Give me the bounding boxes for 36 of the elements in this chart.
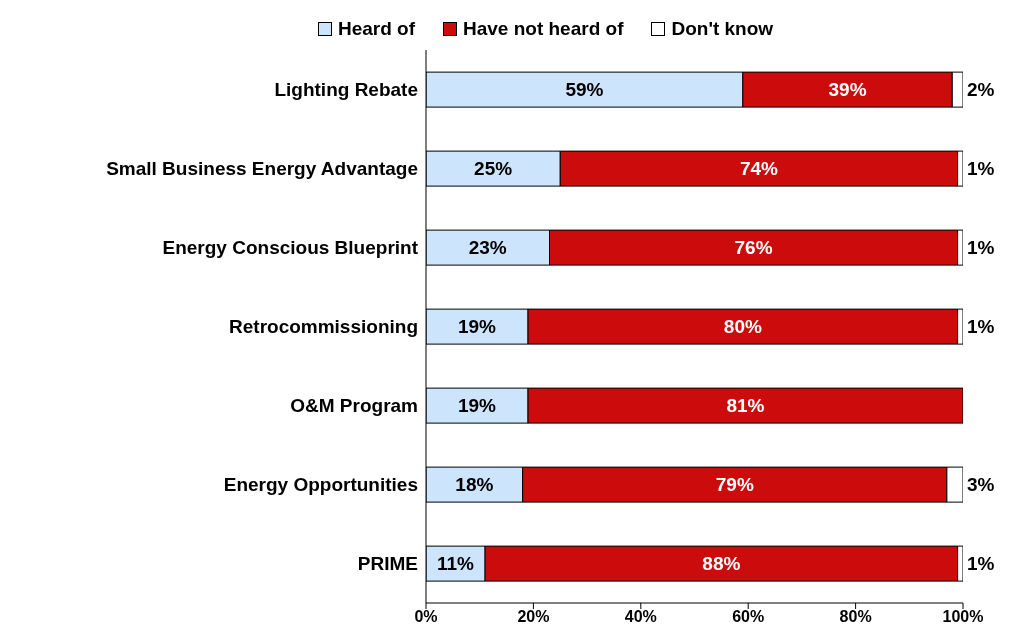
- x-tick-label: 40%: [624, 608, 657, 626]
- data-label: 80%: [723, 316, 762, 338]
- data-label: 88%: [702, 553, 741, 575]
- data-label: 25%: [474, 158, 513, 180]
- data-label: 23%: [468, 237, 507, 259]
- y-tick-label: O&M Program: [290, 395, 418, 417]
- data-label: 11%: [437, 553, 475, 575]
- x-tick-label: 80%: [839, 608, 872, 626]
- x-tick-label: 0%: [414, 608, 438, 626]
- legend-label: Have not heard of: [462, 18, 624, 40]
- data-label: 76%: [734, 237, 773, 259]
- x-tick-label: 60%: [732, 608, 765, 626]
- data-label: 2%: [967, 79, 995, 101]
- data-label: 1%: [967, 237, 995, 259]
- y-tick-label: Energy Opportunities: [223, 474, 418, 496]
- y-tick-label: Small Business Energy Advantage: [106, 158, 418, 180]
- data-label: 1%: [967, 553, 995, 575]
- y-tick-label: Lighting Rebate: [274, 79, 418, 101]
- x-tick-label: 100%: [942, 608, 984, 626]
- data-label: 1%: [967, 316, 995, 338]
- data-label: 3%: [967, 474, 995, 496]
- data-label: 59%: [565, 79, 604, 101]
- data-label: 1%: [967, 158, 995, 180]
- data-label: 18%: [455, 474, 494, 496]
- x-tick-label: 20%: [517, 608, 550, 626]
- data-label: 79%: [715, 474, 754, 496]
- y-tick-label: Energy Conscious Blueprint: [162, 237, 419, 259]
- y-tick-label: PRIME: [357, 553, 418, 575]
- data-label: 39%: [828, 79, 867, 101]
- data-label: 19%: [458, 395, 497, 417]
- data-label: 19%: [458, 316, 497, 338]
- data-label: 81%: [726, 395, 765, 417]
- y-tick-label: Retrocommissioning: [229, 316, 418, 338]
- legend-label: Heard of: [336, 18, 415, 40]
- data-label: 74%: [739, 158, 779, 180]
- legend-label: Don't know: [670, 18, 774, 40]
